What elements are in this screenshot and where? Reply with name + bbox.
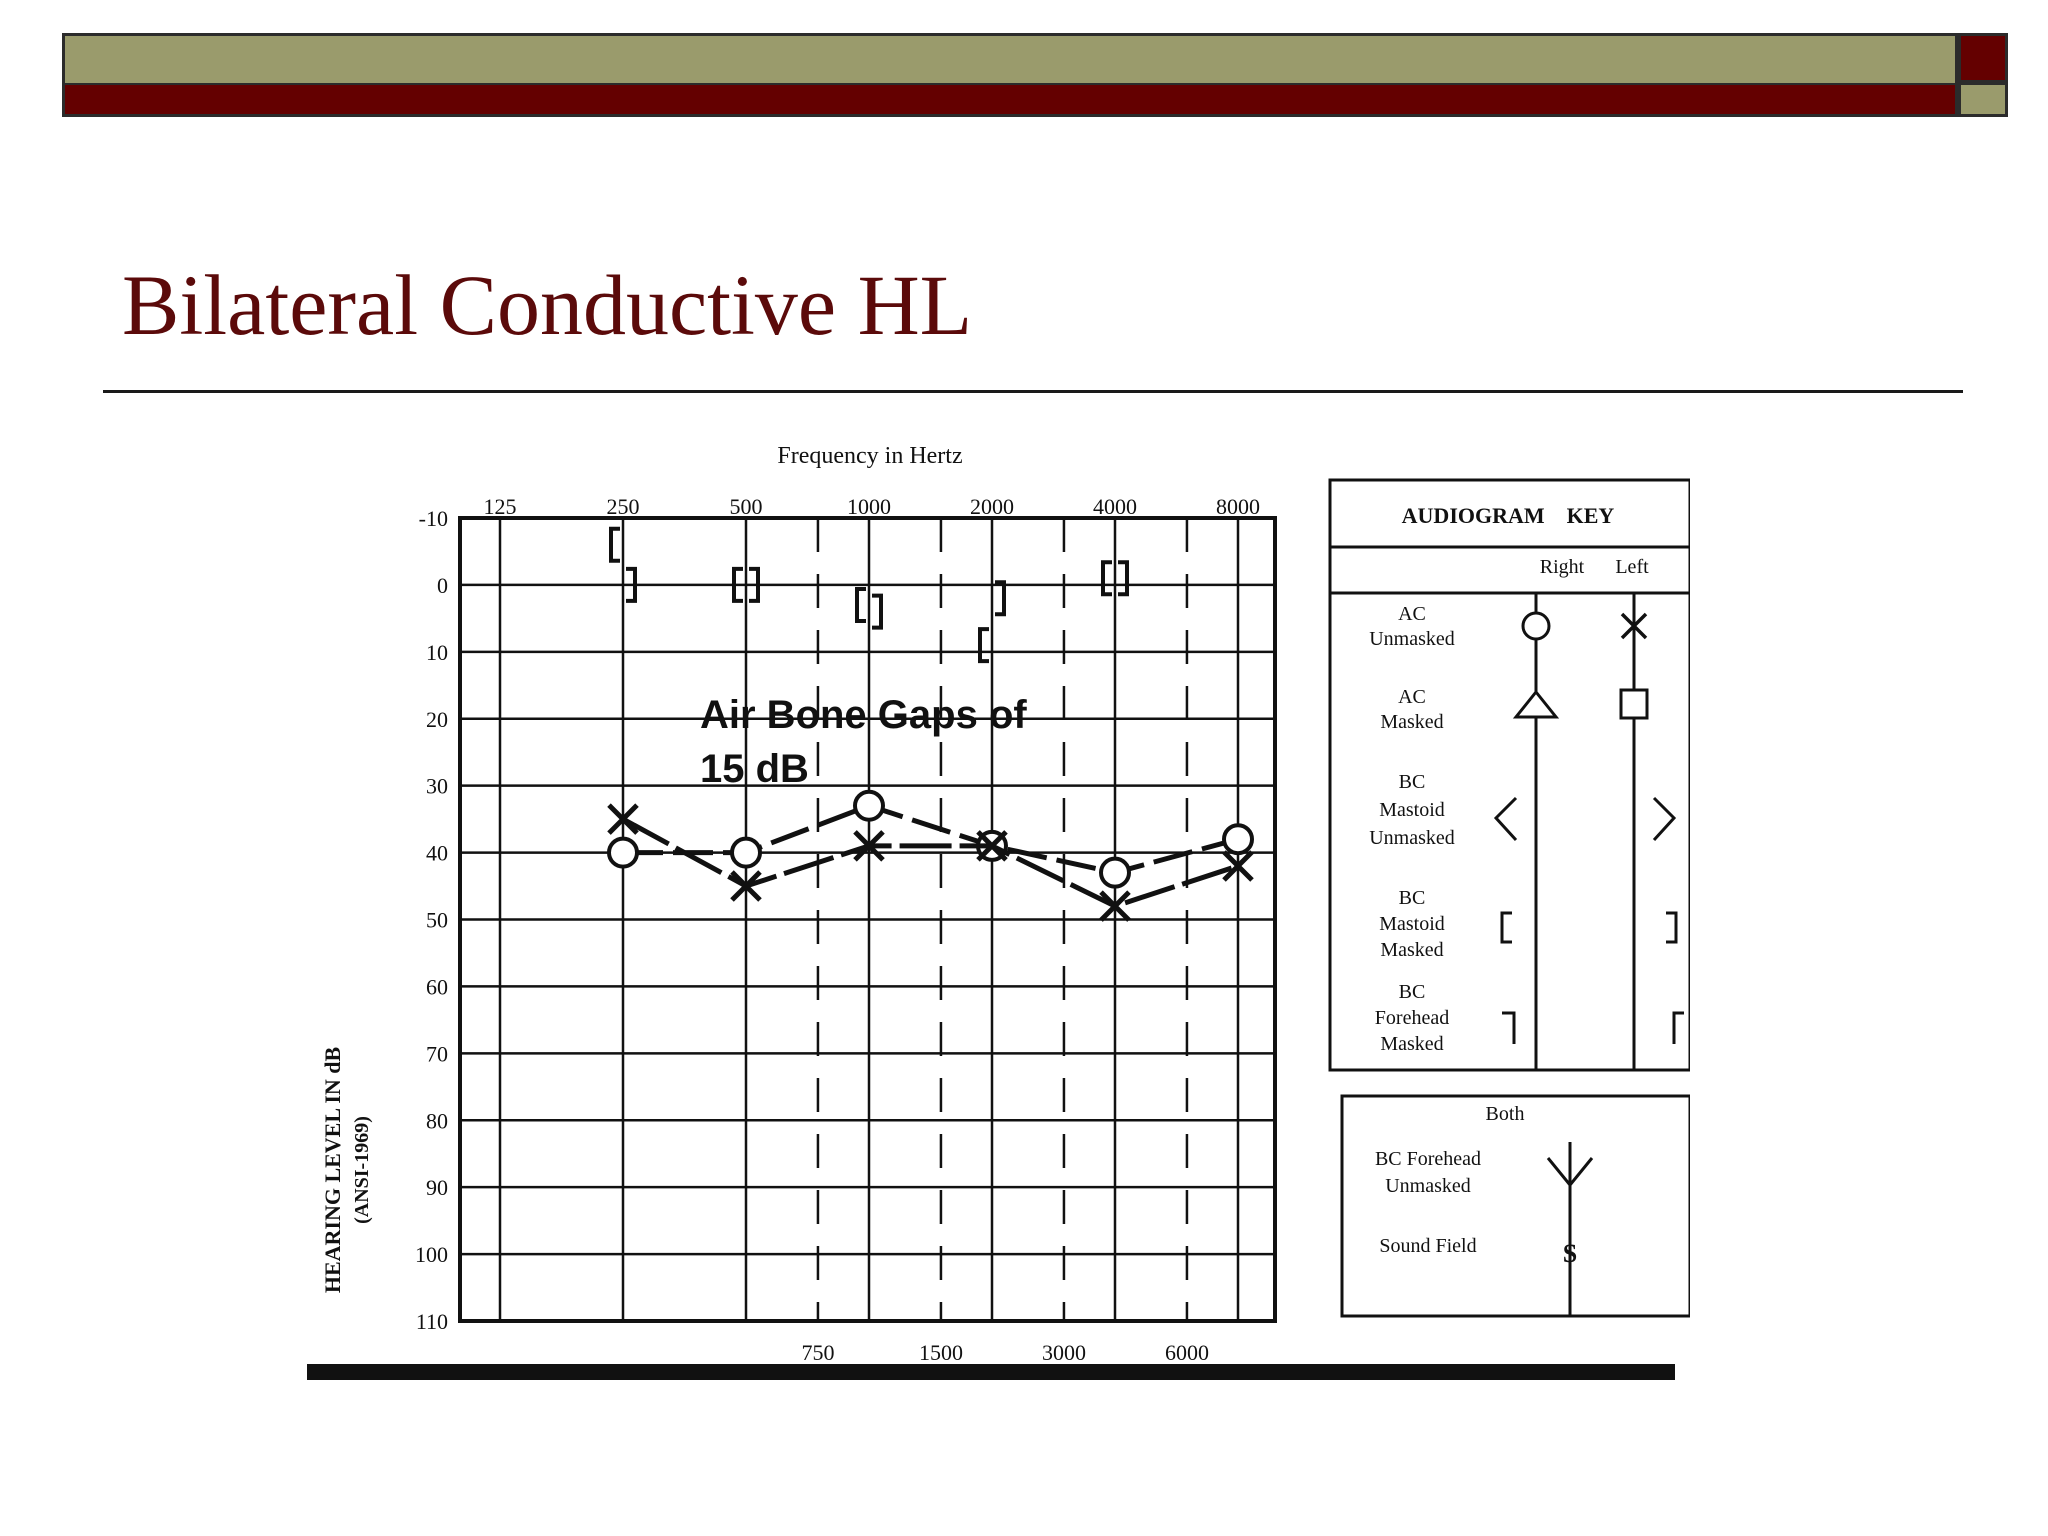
x-top-tick-label: 250 bbox=[607, 494, 640, 519]
x-top-tick-label: 2000 bbox=[970, 494, 1014, 519]
key-row4-label1: BC bbox=[1399, 887, 1426, 909]
key-row3-label3: Unmasked bbox=[1369, 827, 1455, 849]
key-row2-label1: AC bbox=[1398, 686, 1426, 708]
data-point-left-ac bbox=[1099, 890, 1131, 922]
data-point-left-ac bbox=[607, 803, 639, 835]
key-row2-label2: Masked bbox=[1380, 711, 1443, 733]
y-tick-label: 0 bbox=[437, 573, 448, 598]
annotation-line2: 15 dB bbox=[700, 747, 809, 791]
series-line-0 bbox=[623, 803, 1239, 876]
x-top-tick-label: 1000 bbox=[847, 494, 891, 519]
data-point-right-ac bbox=[1222, 823, 1254, 856]
figure-bottom-rule bbox=[307, 1364, 1675, 1380]
y-tick-label: -10 bbox=[419, 506, 448, 531]
data-point-right-bc-masked bbox=[1101, 560, 1112, 597]
data-point-right-bc-masked bbox=[855, 586, 866, 623]
x-bottom-tick-label: 1500 bbox=[919, 1340, 963, 1365]
header-corner-olive bbox=[1958, 83, 2008, 117]
y-axis-label-line1: HEARING LEVEL IN dB bbox=[320, 1047, 345, 1294]
x-top-tick-label: 8000 bbox=[1216, 494, 1260, 519]
key-both-sound-field-symbol: S bbox=[1563, 1239, 1577, 1268]
data-point-left-ac bbox=[1222, 850, 1254, 882]
title-divider bbox=[103, 390, 1963, 393]
data-point-right-ac bbox=[853, 789, 885, 822]
y-tick-label: 40 bbox=[426, 841, 448, 866]
key-right-bc-mastoid-unmasked-symbol bbox=[1493, 796, 1518, 842]
key-both-bc-forehead-symbol bbox=[1546, 1142, 1594, 1316]
key-row5-label3: Masked bbox=[1380, 1033, 1443, 1055]
x-top-tick-label: 4000 bbox=[1093, 494, 1137, 519]
key-both-box bbox=[1340, 1094, 1692, 1318]
y-tick-label: 30 bbox=[426, 774, 448, 799]
audiogram-figure: Frequency in Hertz HEARING LEVEL IN dB (… bbox=[300, 430, 1692, 1395]
data-point-left-bc-masked bbox=[626, 566, 637, 603]
y-tick-label: 90 bbox=[426, 1175, 448, 1200]
y-axis-label: HEARING LEVEL IN dB (ANSI-1969) bbox=[320, 1047, 373, 1294]
data-point-left-bc-masked bbox=[749, 566, 760, 603]
data-point-right-bc-masked bbox=[609, 526, 620, 563]
series-line-1 bbox=[621, 816, 1239, 909]
y-tick-label: 10 bbox=[426, 640, 448, 665]
y-tick-label: 70 bbox=[426, 1041, 448, 1066]
key-row4-label3: Masked bbox=[1380, 939, 1443, 961]
y-tick-label: 20 bbox=[426, 707, 448, 732]
x-top-tick-label: 125 bbox=[484, 494, 517, 519]
y-tick-label: 100 bbox=[415, 1242, 448, 1267]
chart-title: Frequency in Hertz bbox=[777, 443, 962, 469]
tick-labels: -10 0 10 20 30 40 50 60 70 80 90 100 110 125 250 500 100… bbox=[415, 494, 1260, 1365]
key-left-bc-mastoid-unmasked-symbol bbox=[1652, 796, 1677, 842]
header-band-olive bbox=[62, 33, 1958, 83]
data-point-left-bc-masked bbox=[1118, 560, 1129, 597]
key-title: AUDIOGRAM KEY bbox=[1402, 503, 1615, 528]
key-both-row1-label1: BC Forehead bbox=[1375, 1148, 1481, 1170]
annotation-line1: Air Bone Gaps of bbox=[700, 693, 1027, 737]
data-point-right-ac bbox=[607, 836, 639, 869]
key-right-bc-mastoid-masked-symbol bbox=[1500, 911, 1512, 944]
y-tick-label: 60 bbox=[426, 974, 448, 999]
data-point-left-ac bbox=[853, 830, 885, 862]
key-both-title: Both bbox=[1486, 1103, 1525, 1125]
key-both-row1-label2: Unmasked bbox=[1385, 1175, 1471, 1197]
header-band-red bbox=[62, 83, 1958, 117]
key-both-row2-label: Sound Field bbox=[1379, 1235, 1476, 1257]
header-corner-red bbox=[1958, 33, 2008, 83]
y-tick-label: 110 bbox=[416, 1309, 448, 1334]
audiogram-svg: Frequency in Hertz HEARING LEVEL IN dB (… bbox=[307, 443, 1692, 1380]
data-point-left-ac bbox=[730, 870, 762, 902]
slide-title: Bilateral Conductive HL bbox=[122, 257, 973, 353]
key-left-ac-masked-symbol bbox=[1619, 688, 1649, 720]
data-point-right-bc-masked bbox=[978, 627, 989, 664]
audiogram-key: AUDIOGRAM KEY Right Left AC Unmasked AC … bbox=[1328, 478, 1692, 1318]
key-left-ac-unmasked-symbol bbox=[1620, 612, 1648, 640]
key-left-bc-forehead-masked-symbol bbox=[1672, 1011, 1684, 1044]
data-point-right-bc-masked bbox=[732, 566, 743, 603]
data-point-left-ac bbox=[976, 830, 1008, 862]
key-right-bc-forehead-masked-symbol bbox=[1502, 1011, 1516, 1044]
y-axis-label-line2: (ANSI-1969) bbox=[351, 1116, 373, 1224]
key-row1-label1: AC bbox=[1398, 603, 1426, 625]
key-row3-label2: Mastoid bbox=[1379, 799, 1445, 821]
x-top-tick-label: 500 bbox=[730, 494, 763, 519]
key-right-ac-masked-symbol bbox=[1512, 689, 1560, 719]
key-row5-label2: Forehead bbox=[1375, 1007, 1449, 1029]
key-right-ac-unmasked-symbol bbox=[1521, 611, 1551, 641]
key-row4-label2: Mastoid bbox=[1379, 913, 1445, 935]
key-left-bc-mastoid-masked-symbol bbox=[1666, 911, 1678, 944]
data-point-right-ac bbox=[730, 836, 762, 869]
key-row3-label1: BC bbox=[1399, 771, 1426, 793]
key-row1-label2: Unmasked bbox=[1369, 628, 1455, 650]
x-bottom-tick-label: 3000 bbox=[1042, 1340, 1086, 1365]
data-point-left-bc-masked bbox=[995, 580, 1006, 617]
data-point-right-ac bbox=[1099, 856, 1131, 889]
y-tick-label: 80 bbox=[426, 1108, 448, 1133]
x-bottom-tick-label: 750 bbox=[801, 1340, 834, 1365]
key-col-right: Right bbox=[1540, 556, 1585, 578]
grid-lines bbox=[460, 518, 1275, 1321]
data-point-left-bc-masked bbox=[872, 593, 883, 630]
y-tick-label: 50 bbox=[426, 908, 448, 933]
key-row5-label1: BC bbox=[1399, 981, 1426, 1003]
x-bottom-tick-label: 6000 bbox=[1165, 1340, 1209, 1365]
data-series bbox=[607, 526, 1254, 922]
key-col-left: Left bbox=[1615, 556, 1649, 578]
